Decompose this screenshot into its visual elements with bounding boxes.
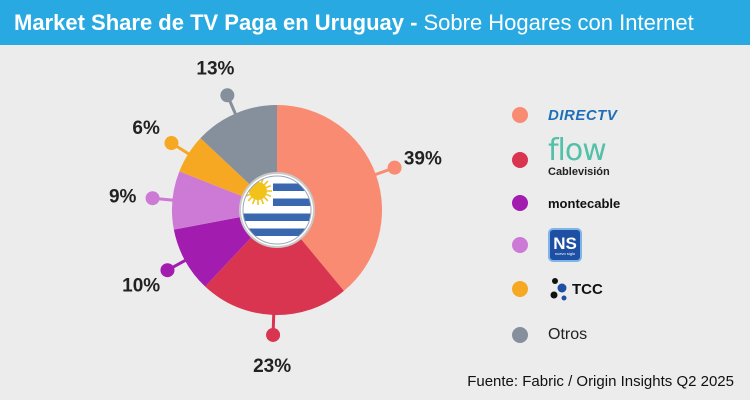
source-note: Fuente: Fabric / Origin Insights Q2 2025: [467, 373, 734, 390]
data-label: 23%: [253, 356, 291, 377]
directv-logo: DIRECTV: [548, 95, 617, 135]
legend-item-montecable: montecable: [512, 183, 742, 223]
pie-chart: 39% 23% 10% 9% 6% 13%: [109, 59, 442, 377]
legend-label-montecable: montecable: [548, 195, 621, 211]
legend-swatch: [512, 195, 528, 211]
legend-swatch: [512, 152, 528, 168]
leader-dot: [160, 263, 175, 278]
title-light: Sobre Hogares con Internet: [423, 9, 694, 35]
pie-slice: [205, 210, 344, 315]
legend-item-flow: flow Cablevisión: [512, 136, 742, 180]
chart-title: Market Share de TV Paga en Uruguay - Sob…: [0, 0, 750, 45]
pie-slice: [172, 171, 277, 230]
leader-dot: [164, 136, 179, 151]
title-bold: Market Share de TV Paga en Uruguay -: [14, 9, 418, 35]
legend-item-otros: Otros: [512, 315, 742, 355]
data-label: 6%: [132, 118, 160, 139]
tcc-logo: TCC: [548, 269, 603, 309]
pie-slice: [277, 105, 382, 291]
legend-label-tcc: TCC: [572, 280, 603, 298]
legend-label-flow: flow: [548, 133, 607, 168]
ns-logo: NS nuevo siglo: [548, 225, 582, 265]
legend-swatch: [512, 327, 528, 343]
legend-label-cablevision: Cablevisión: [548, 166, 610, 178]
legend-label-ns-sub: nuevo siglo: [554, 250, 576, 256]
data-label: 13%: [196, 59, 234, 80]
legend-swatch: [512, 281, 528, 297]
montecable-logo: montecable: [548, 183, 620, 223]
leader-dot: [145, 191, 160, 206]
legend-label-directv: DIRECTV: [548, 106, 618, 124]
legend-swatch: [512, 107, 528, 123]
legend-swatch: [512, 237, 528, 253]
tcc-dots-icon: [550, 278, 567, 301]
flow-logo: flow Cablevisión: [548, 136, 610, 180]
legend-item-tcc: TCC: [512, 269, 742, 309]
leader-dot: [266, 327, 281, 342]
legend-label-ns: NS: [553, 233, 577, 253]
legend-label-otros: Otros: [548, 326, 588, 343]
legend-item-directv: DIRECTV: [512, 95, 742, 135]
leader-dot: [220, 88, 235, 103]
uruguay-flag-icon: [239, 172, 315, 248]
legend-item-ns: NS nuevo siglo: [512, 225, 742, 265]
data-label: 9%: [109, 186, 137, 207]
data-label: 39%: [404, 148, 442, 169]
leader-dot: [387, 160, 402, 175]
data-label: 10%: [122, 276, 160, 297]
